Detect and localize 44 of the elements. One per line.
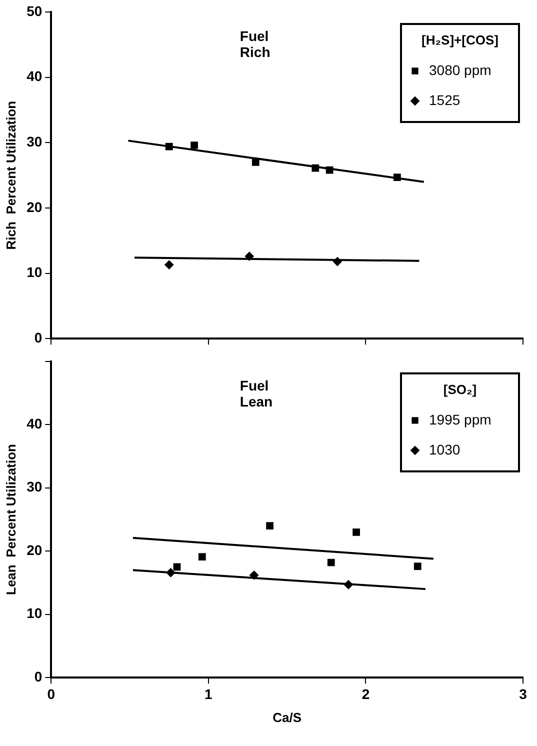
point [165, 142, 173, 150]
point [394, 174, 401, 181]
point [352, 528, 360, 536]
y-axis-title: Rich Percent Utilization [3, 100, 18, 250]
y-tick-label: 0 [34, 329, 42, 346]
point [312, 164, 320, 172]
point [173, 563, 181, 571]
y-tick-label: 40 [26, 68, 42, 84]
point [164, 260, 174, 270]
legend-label: 1995 ppm [429, 411, 492, 428]
y-tick-label: 0 [34, 668, 42, 684]
point [250, 570, 259, 580]
legend-title: [SO₂] [443, 382, 477, 397]
point [166, 568, 176, 578]
legend-label: 1525 [429, 92, 460, 108]
y-tick-label: 50 [26, 2, 42, 19]
x-tick-label: 3 [519, 686, 528, 702]
y-tick-label: 30 [26, 478, 42, 495]
point [344, 580, 353, 590]
y-tick-label: 20 [26, 198, 42, 215]
x-tick-label: 0 [47, 686, 56, 702]
y-tick-label: 10 [26, 264, 42, 280]
point [252, 158, 260, 166]
point [266, 522, 274, 530]
legend-label: 3080 ppm [429, 62, 492, 78]
point [190, 142, 198, 149]
y-axis-title: Lean Percent Utilization [3, 444, 18, 595]
annotation: Fuel Lean [240, 377, 273, 410]
y-tick-label: 10 [26, 605, 42, 622]
x-tick-label: 1 [204, 686, 213, 702]
y-tick-label: 30 [26, 134, 42, 150]
point [414, 562, 422, 570]
x-tick-label: 2 [362, 686, 370, 702]
y-tick-label: 20 [26, 542, 42, 558]
point [244, 252, 254, 261]
legend-title: [H₂S]+[COS] [422, 32, 498, 48]
point [198, 553, 206, 560]
point [326, 166, 334, 174]
annotation: Fuel Rich [240, 28, 270, 60]
y-tick-label: 40 [26, 416, 42, 432]
point [332, 257, 342, 266]
point [327, 558, 335, 566]
x-axis-title: Ca/S [272, 710, 302, 725]
legend-label: 1030 [429, 441, 460, 458]
